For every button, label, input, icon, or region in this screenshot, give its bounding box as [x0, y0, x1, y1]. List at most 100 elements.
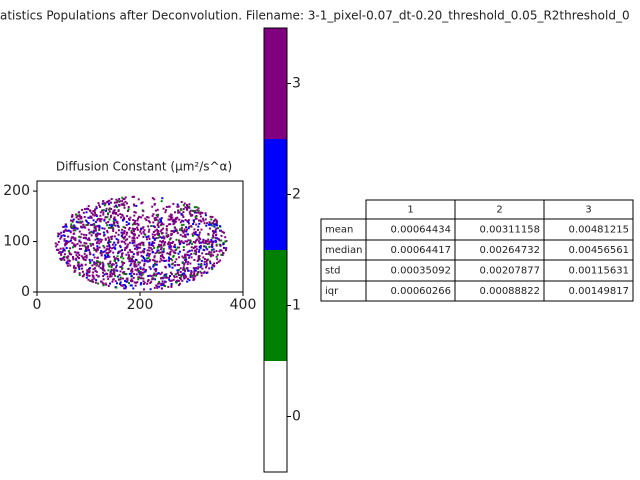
pixel	[73, 224, 76, 227]
pixel	[159, 236, 162, 238]
pixel	[116, 199, 119, 202]
pixel	[142, 277, 145, 280]
pixel	[215, 262, 218, 265]
pixel	[218, 250, 221, 253]
pixel	[110, 223, 113, 226]
pixel	[219, 239, 222, 242]
pixel	[106, 231, 109, 234]
pixel	[121, 233, 124, 236]
pixel	[120, 234, 123, 237]
pixel	[97, 217, 100, 220]
pixel	[220, 253, 223, 256]
pixel	[179, 270, 182, 273]
pixel	[85, 224, 88, 226]
pixel	[111, 235, 114, 238]
pixel	[149, 282, 152, 284]
pixel	[178, 277, 181, 279]
pixel	[184, 219, 187, 221]
pixel	[178, 264, 181, 266]
pixel	[153, 241, 156, 244]
pixel	[121, 267, 124, 270]
pixel	[164, 276, 167, 279]
pixel	[177, 279, 180, 282]
pixel	[80, 221, 82, 224]
pixel	[127, 208, 130, 211]
pixel	[169, 244, 172, 247]
pixel	[193, 228, 196, 231]
pixel	[84, 255, 87, 258]
pixel	[87, 274, 89, 277]
pixel	[110, 226, 113, 229]
pixel	[85, 254, 88, 257]
pixel	[160, 220, 163, 223]
pixel	[132, 229, 135, 232]
pixel	[64, 228, 67, 231]
pixel	[127, 228, 130, 231]
pixel	[147, 235, 150, 238]
pixel	[192, 247, 195, 249]
pixel	[115, 231, 118, 234]
pixel	[123, 204, 126, 207]
pixel	[151, 251, 154, 254]
pixel	[79, 220, 82, 223]
pixel	[144, 233, 147, 236]
pixel	[115, 198, 118, 201]
pixel	[185, 260, 188, 263]
pixel	[218, 238, 220, 241]
pixel	[102, 211, 105, 214]
pixel	[153, 198, 156, 201]
pixel	[168, 252, 171, 255]
pixel	[67, 250, 70, 253]
pixel	[159, 240, 162, 243]
pixel	[95, 207, 98, 210]
pixel	[192, 267, 195, 269]
pixel	[125, 253, 128, 256]
pixel	[136, 222, 139, 225]
pixel	[88, 267, 91, 270]
pixel	[122, 198, 125, 201]
pixel	[186, 228, 188, 231]
pixel	[112, 220, 115, 223]
pixel	[123, 241, 126, 244]
pixel	[208, 245, 211, 248]
pixel	[102, 213, 105, 216]
pixel	[87, 228, 90, 231]
pixel	[105, 209, 107, 212]
pixel	[214, 239, 217, 242]
pixel	[197, 263, 200, 266]
pixel	[57, 240, 60, 243]
pixel	[108, 208, 110, 211]
pixel	[225, 247, 228, 249]
pixel	[170, 248, 173, 251]
pixel	[78, 214, 81, 217]
pixel	[156, 251, 158, 254]
pixel	[178, 274, 180, 277]
table-header: 3	[585, 205, 591, 216]
pixel	[223, 231, 225, 234]
pixel	[158, 234, 160, 237]
table-text: 0.00207877	[480, 266, 540, 277]
pixel	[144, 270, 147, 273]
pixel	[73, 232, 76, 235]
pixel	[107, 254, 110, 257]
pixel	[128, 235, 131, 238]
pixel	[78, 254, 81, 256]
pixel	[205, 260, 208, 263]
pixel	[160, 217, 163, 220]
pixel	[144, 269, 147, 271]
pixel	[135, 245, 138, 248]
pixel	[101, 261, 104, 264]
pixel	[135, 258, 137, 261]
pixel	[179, 228, 182, 231]
pixel	[104, 238, 107, 241]
pixel	[75, 220, 78, 223]
pixel	[134, 284, 137, 287]
pixel	[92, 275, 95, 277]
pixel	[132, 260, 135, 263]
pixel	[167, 234, 170, 237]
pixel	[165, 259, 168, 262]
pixel	[86, 223, 89, 226]
pixel	[117, 258, 119, 260]
pixel	[89, 242, 92, 245]
pixel	[153, 262, 156, 265]
